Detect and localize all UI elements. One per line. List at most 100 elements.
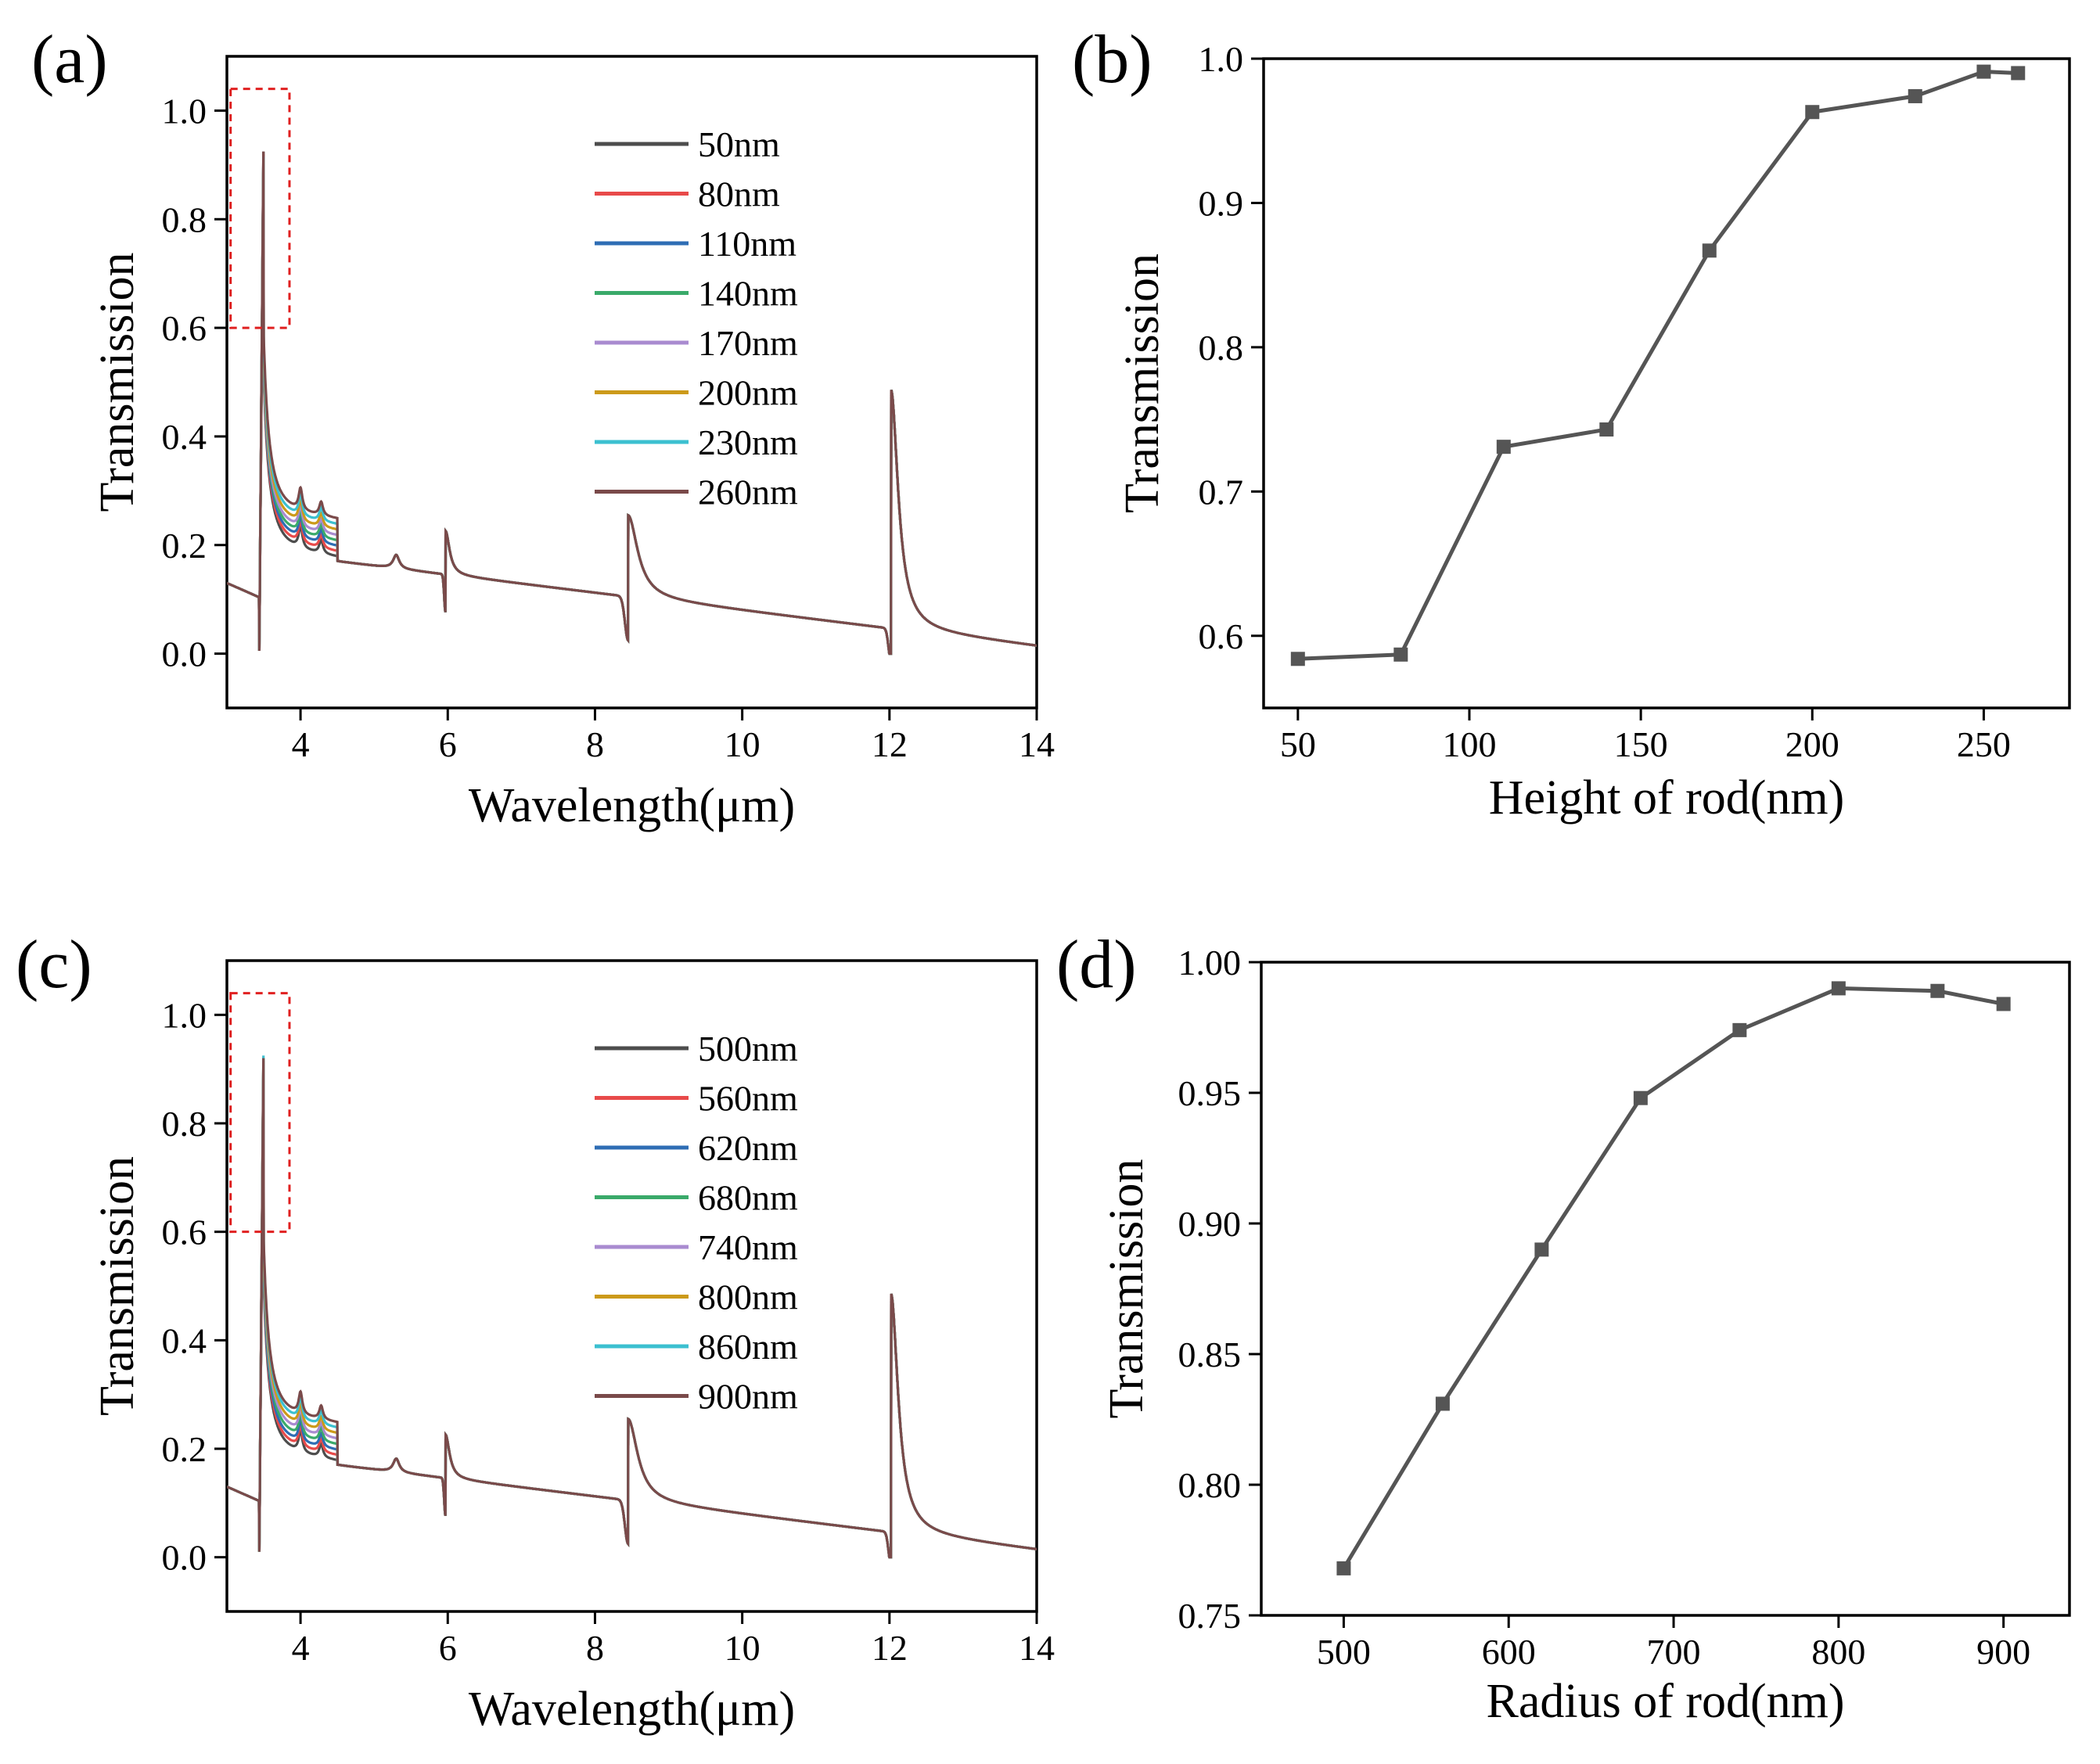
series-line-230nm xyxy=(227,156,1037,656)
y-axis-label: Transmission xyxy=(1116,253,1169,513)
series-line-800nm xyxy=(227,1058,1037,1559)
data-point xyxy=(1930,983,1945,998)
x-axis-label: Wavelength(μm) xyxy=(469,1683,795,1736)
y-tick-label: 0.2 xyxy=(162,526,207,566)
y-axis-label: Transmission xyxy=(1100,1159,1153,1419)
series-line-680nm xyxy=(227,1063,1037,1559)
data-point xyxy=(1496,440,1511,454)
x-tick-label: 4 xyxy=(292,724,310,764)
plot-frame xyxy=(225,55,1038,710)
x-tick-label: 8 xyxy=(586,724,604,764)
legend-entry: 620nm xyxy=(698,1128,798,1168)
series-line-260nm xyxy=(227,151,1037,656)
x-tick-label: 100 xyxy=(1442,724,1496,764)
series-line-620nm xyxy=(227,1065,1037,1559)
x-tick-label: 700 xyxy=(1647,1632,1701,1672)
y-tick-label: 0.6 xyxy=(162,308,207,348)
x-tick-label: 50 xyxy=(1280,724,1316,764)
x-tick-label: 6 xyxy=(439,724,457,764)
series-line-170nm xyxy=(227,161,1037,656)
series-line-740nm xyxy=(227,1060,1037,1559)
x-tick-label: 14 xyxy=(1019,1628,1055,1668)
plot-frame xyxy=(1260,961,2071,1617)
y-tick-label: 0.85 xyxy=(1178,1335,1242,1374)
x-axis-label: Wavelength(μm) xyxy=(469,779,795,832)
legend-entry: 740nm xyxy=(698,1227,798,1267)
legend-entry: 200nm xyxy=(698,373,798,413)
series-line-500nm xyxy=(227,1060,1037,1559)
series-line-860nm xyxy=(227,1055,1037,1559)
x-axis-label: Radius of rod(nm) xyxy=(1486,1675,1844,1728)
data-point xyxy=(1393,647,1408,662)
y-tick-label: 0.8 xyxy=(1199,328,1244,368)
x-tick-label: 8 xyxy=(586,1628,604,1668)
data-point xyxy=(1435,1396,1450,1411)
legend-entry: 230nm xyxy=(698,422,798,462)
legend: 500nm 560nm 620nm 680nm 740nm 800nm 860nm 900nm xyxy=(595,1029,798,1417)
y-tick-label: 0.8 xyxy=(162,199,207,239)
legend-entry: 110nm xyxy=(698,224,796,264)
x-tick-label: 12 xyxy=(872,1628,908,1668)
series-line-560nm xyxy=(227,1063,1037,1559)
y-tick-label: 0.6 xyxy=(162,1213,207,1252)
panel-label: (d) xyxy=(1056,927,1137,1003)
data-point xyxy=(1599,422,1614,437)
data-point xyxy=(1534,1242,1549,1257)
y-tick-label: 0.75 xyxy=(1178,1596,1242,1636)
x-tick-label: 10 xyxy=(725,1628,761,1668)
x-tick-label: 500 xyxy=(1317,1632,1371,1672)
x-tick-label: 800 xyxy=(1811,1632,1865,1672)
y-tick-label: 1.0 xyxy=(162,91,207,131)
highlight-box xyxy=(229,88,291,329)
y-tick-label: 0.6 xyxy=(1199,616,1244,656)
x-tick-label: 4 xyxy=(292,1628,310,1668)
panel-label: (a) xyxy=(31,22,108,98)
x-tick-label: 600 xyxy=(1482,1632,1536,1672)
spectra xyxy=(227,151,1037,656)
legend-entry: 860nm xyxy=(698,1327,798,1367)
data-point xyxy=(2011,66,2026,81)
panel-label: (c) xyxy=(16,927,92,1003)
x-tick-label: 900 xyxy=(1976,1632,2030,1672)
legend-entry: 50nm xyxy=(698,124,780,164)
y-tick-label: 0.90 xyxy=(1178,1204,1242,1244)
x-tick-label: 250 xyxy=(1957,724,2011,764)
series-line-140nm xyxy=(227,159,1037,656)
series-line-900nm xyxy=(227,1058,1037,1559)
y-tick-label: 0.95 xyxy=(1178,1073,1242,1113)
spectra xyxy=(227,1055,1037,1559)
plot-frame xyxy=(1262,57,2071,710)
panel-label: (b) xyxy=(1072,22,1152,98)
panel-a: (a) 4 6 8 10 12 14 0.0 0.2 0.4 0.6 0.8 1.0 Wavelength… xyxy=(31,22,1055,832)
series-line-200nm xyxy=(227,159,1037,656)
y-tick-label: 0.80 xyxy=(1178,1465,1242,1505)
legend-entry: 500nm xyxy=(698,1029,798,1069)
plot-frame xyxy=(225,959,1038,1613)
series-line-50nm xyxy=(227,151,1037,656)
y-tick-label: 0.7 xyxy=(1199,472,1244,512)
x-tick-label: 150 xyxy=(1614,724,1668,764)
y-axis-label: Transmission xyxy=(91,253,144,512)
x-tick-label: 10 xyxy=(725,724,761,764)
data-line xyxy=(1297,70,2019,661)
panel-d: (d) 500 600 700 800 900 0.75 0.80 0.85 0.90 0.95 1.… xyxy=(1056,927,2071,1728)
legend-entry: 800nm xyxy=(698,1277,798,1317)
data-point xyxy=(1908,88,1922,103)
legend-entry: 900nm xyxy=(698,1377,798,1417)
legend-entry: 140nm xyxy=(698,274,798,314)
legend-entry: 560nm xyxy=(698,1079,798,1119)
data-point xyxy=(1805,105,1820,120)
y-tick-label: 0.4 xyxy=(162,1320,207,1360)
y-tick-label: 0.9 xyxy=(1199,183,1244,223)
data-point xyxy=(1732,1022,1747,1037)
data-point xyxy=(1290,652,1305,666)
legend-entry: 680nm xyxy=(698,1178,798,1218)
data-point xyxy=(1336,1561,1351,1575)
data-point xyxy=(1702,243,1717,258)
x-tick-label: 12 xyxy=(872,724,908,764)
legend-entry: 80nm xyxy=(698,174,780,214)
data-point xyxy=(1976,64,1991,79)
y-tick-label: 0.0 xyxy=(162,1538,207,1578)
highlight-box xyxy=(229,992,291,1234)
data-point xyxy=(1831,981,1846,996)
